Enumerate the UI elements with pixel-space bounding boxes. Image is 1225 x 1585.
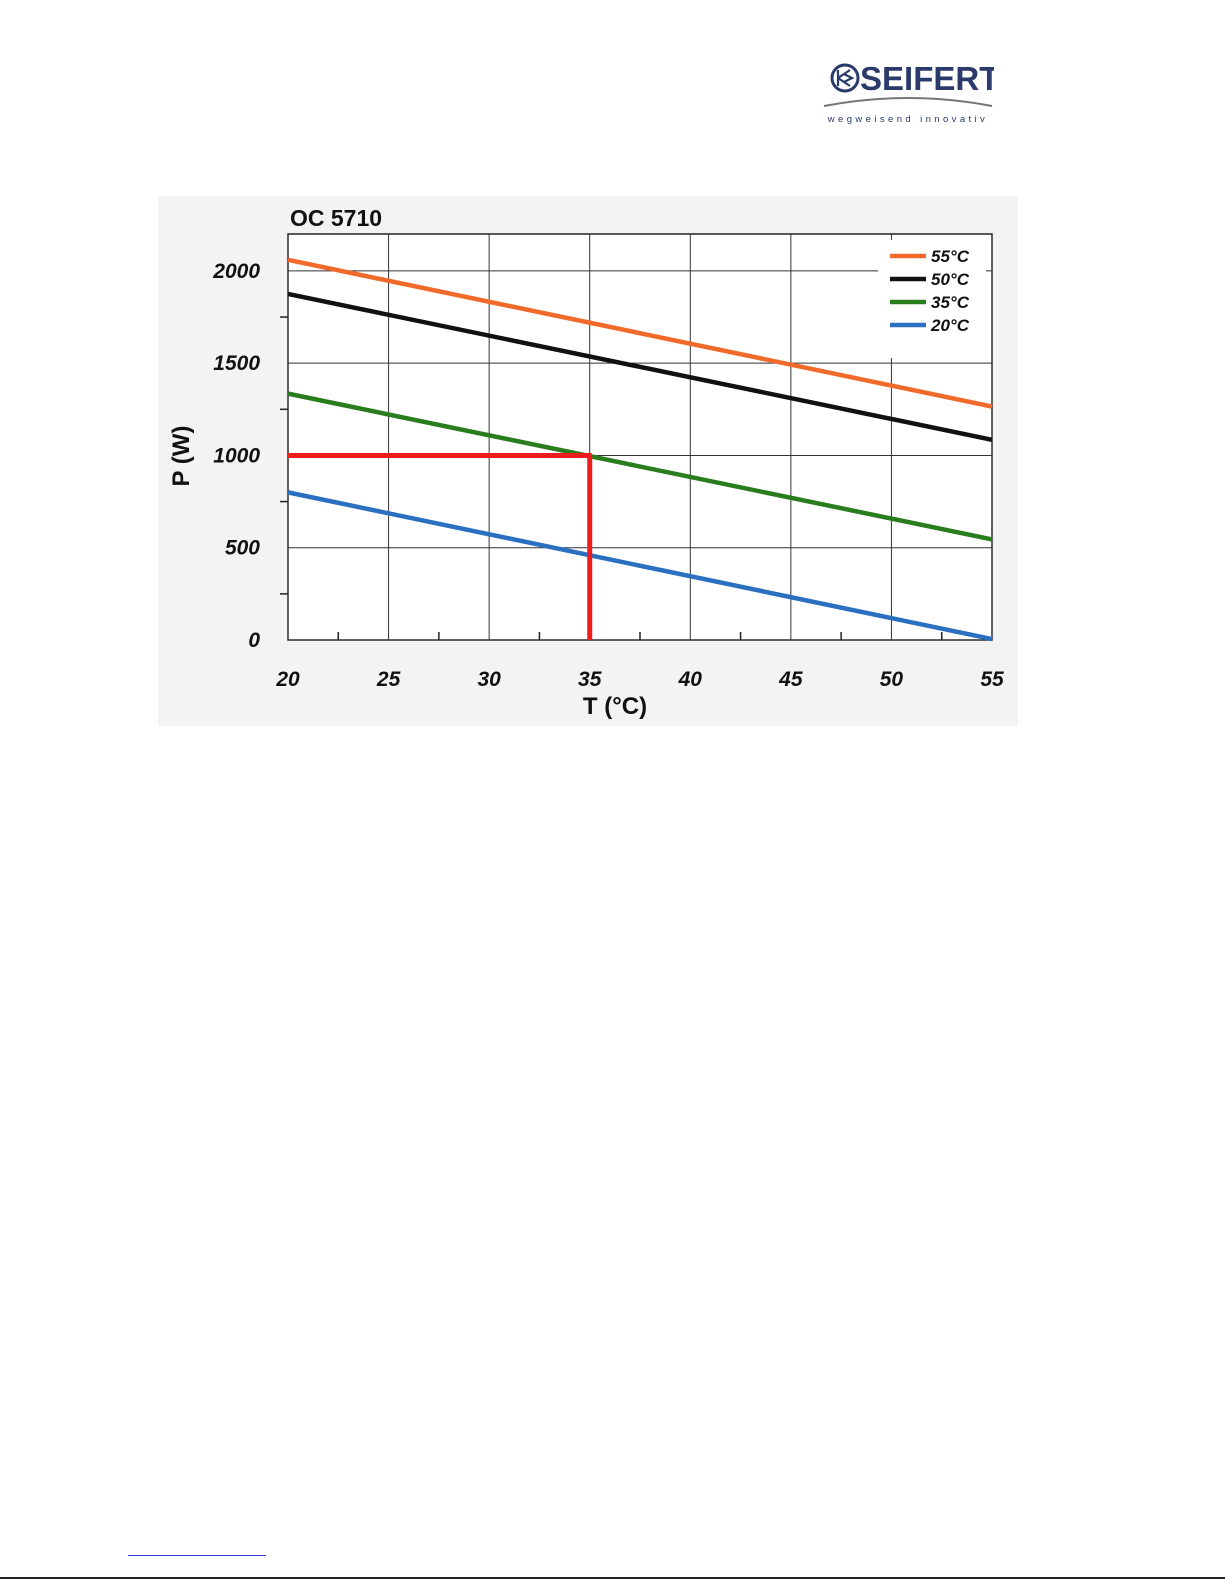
- seifert-logo: SEIFERT wegweisend innovativ: [822, 56, 999, 128]
- x-tick-label: 25: [376, 668, 401, 691]
- seifert-logo-graphic: SEIFERT wegweisend innovativ: [823, 60, 999, 125]
- logo-brand-text: SEIFERT: [860, 60, 994, 97]
- x-tick-label: 30: [477, 668, 501, 691]
- x-tick-label: 45: [778, 668, 803, 691]
- y-tick-label: 1500: [213, 352, 260, 375]
- y-tick-label: 500: [225, 537, 260, 560]
- legend-box: [878, 240, 986, 358]
- marker-layer: [288, 452, 593, 640]
- tick-layer: 20 25 30 35 40 45 50 55 0 500 1000 1500 2000: [212, 260, 1004, 691]
- series-line: [287, 257, 993, 409]
- x-tick-label: 20: [275, 668, 300, 691]
- y-axis-label: P (W): [168, 426, 195, 487]
- y-tick-label: 0: [248, 629, 260, 652]
- logo-tagline: wegweisend innovativ: [827, 114, 988, 125]
- logo-arrow-icon: [836, 69, 855, 87]
- legend-label: 35°C: [931, 293, 970, 312]
- chart-legend: 55°C 50°C 35°C 20°C: [878, 240, 986, 358]
- x-tick-label: 35: [578, 668, 602, 691]
- power-temperature-chart: 20 25 30 35 40 45 50 55 0 500 1000 1500 2000 OC 5710…: [168, 205, 1004, 720]
- footer-rule: [0, 1577, 1225, 1579]
- x-tick-label: 40: [678, 668, 703, 691]
- series-line: [287, 291, 993, 442]
- logo-circle-icon: [830, 63, 860, 93]
- series-line: [287, 490, 993, 642]
- grid-layer: [280, 233, 993, 641]
- legend-label: 55°C: [931, 247, 970, 266]
- logo-swoosh: [823, 97, 993, 107]
- footer-link-underline[interactable]: [128, 1555, 266, 1556]
- chart-title: OC 5710: [290, 205, 382, 231]
- chart-panel: 20 25 30 35 40 45 50 55 0 500 1000 1500 2000 OC 5710…: [158, 196, 1018, 726]
- series-layer: [287, 257, 993, 642]
- x-axis-label: T (°C): [583, 693, 647, 720]
- plot-area: [287, 233, 993, 641]
- x-tick-label: 50: [880, 668, 904, 691]
- series-line: [287, 391, 993, 542]
- y-tick-label: 1000: [213, 444, 260, 467]
- y-tick-label: 2000: [212, 260, 260, 283]
- legend-label: 20°C: [930, 316, 970, 335]
- legend-label: 50°C: [931, 270, 970, 289]
- x-tick-label: 55: [980, 668, 1004, 691]
